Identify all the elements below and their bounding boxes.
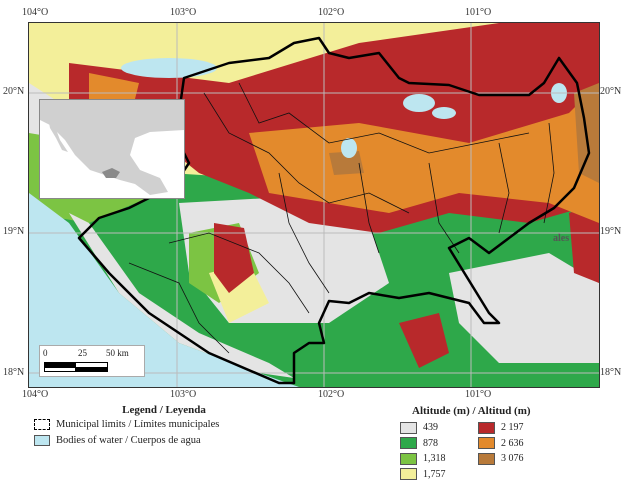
altitude-legend-title: Altitude (m) / Altitud (m)	[412, 405, 624, 417]
scale-bar: 0 25 50 km	[39, 345, 145, 377]
lat-label-left-18: 18°N	[3, 367, 24, 378]
scale-tick-0: 0	[43, 348, 48, 358]
color-swatch-icon	[400, 468, 417, 480]
scale-tick-25: 25	[78, 348, 87, 358]
lon-label-bottom-103: 103°O	[170, 389, 196, 400]
lat-label-right-20: 20°N	[600, 86, 621, 97]
scale-tick-50: 50 km	[106, 348, 129, 358]
dashed-box-icon	[34, 419, 50, 430]
lon-label-top-103: 103°O	[170, 7, 196, 18]
lat-label-right-19: 19°N	[600, 226, 621, 237]
inset-locator-map	[39, 99, 185, 199]
lon-label-bottom-101: 101°O	[465, 389, 491, 400]
lat-label-left-19: 19°N	[3, 226, 24, 237]
altitude-label: 2 636	[501, 438, 524, 449]
scale-segment-3	[44, 367, 77, 372]
mexico-locator-icon	[40, 100, 184, 198]
water-swatch-icon	[34, 435, 50, 446]
altitude-map: ales 0 25 50 km	[28, 22, 600, 388]
legend-label: Municipal limits / Límites municipales	[56, 419, 219, 430]
altitude-label: 1,318	[423, 453, 446, 464]
lat-label-left-20: 20°N	[3, 86, 24, 97]
color-swatch-icon	[400, 422, 417, 434]
legend-title: Legend / Leyenda	[34, 404, 294, 416]
altitude-class-439: 439	[400, 420, 478, 436]
altitude-label: 1,757	[423, 469, 446, 480]
altitude-class-1757: 1,757	[400, 467, 478, 482]
legend: Legend / Leyenda Municipal limits / Lími…	[34, 404, 294, 448]
lon-label-top-102: 102°O	[318, 7, 344, 18]
place-label: ales	[553, 233, 569, 244]
legend-item-municipal-limits: Municipal limits / Límites municipales	[34, 416, 294, 432]
altitude-label: 439	[423, 422, 438, 433]
altitude-legend: Altitude (m) / Altitud (m) 439 878 1,318…	[400, 405, 624, 482]
altitude-label: 2 197	[501, 422, 524, 433]
lat-label-right-18: 18°N	[600, 367, 621, 378]
legend-label: Bodies of water / Cuerpos de agua	[56, 435, 201, 446]
lon-label-bottom-102: 102°O	[318, 389, 344, 400]
lon-label-bottom-104: 104°O	[22, 389, 48, 400]
lon-label-top-101: 101°O	[465, 7, 491, 18]
altitude-label: 3 076	[501, 453, 524, 464]
altitude-class-878: 878	[400, 436, 478, 452]
color-swatch-icon	[478, 437, 495, 449]
color-swatch-icon	[478, 453, 495, 465]
altitude-class-1318: 1,318	[400, 451, 478, 467]
altitude-class-2636: 2 636	[478, 436, 556, 452]
altitude-class-3076: 3 076	[478, 451, 556, 467]
altitude-class-2197: 2 197	[478, 420, 556, 436]
terrain-layer: ales	[29, 23, 599, 387]
scale-segment-4	[75, 367, 108, 372]
lon-label-top-104: 104°O	[22, 7, 48, 18]
altitude-label: 878	[423, 438, 438, 449]
color-swatch-icon	[478, 422, 495, 434]
legend-item-water: Bodies of water / Cuerpos de agua	[34, 432, 294, 448]
color-swatch-icon	[400, 437, 417, 449]
color-swatch-icon	[400, 453, 417, 465]
